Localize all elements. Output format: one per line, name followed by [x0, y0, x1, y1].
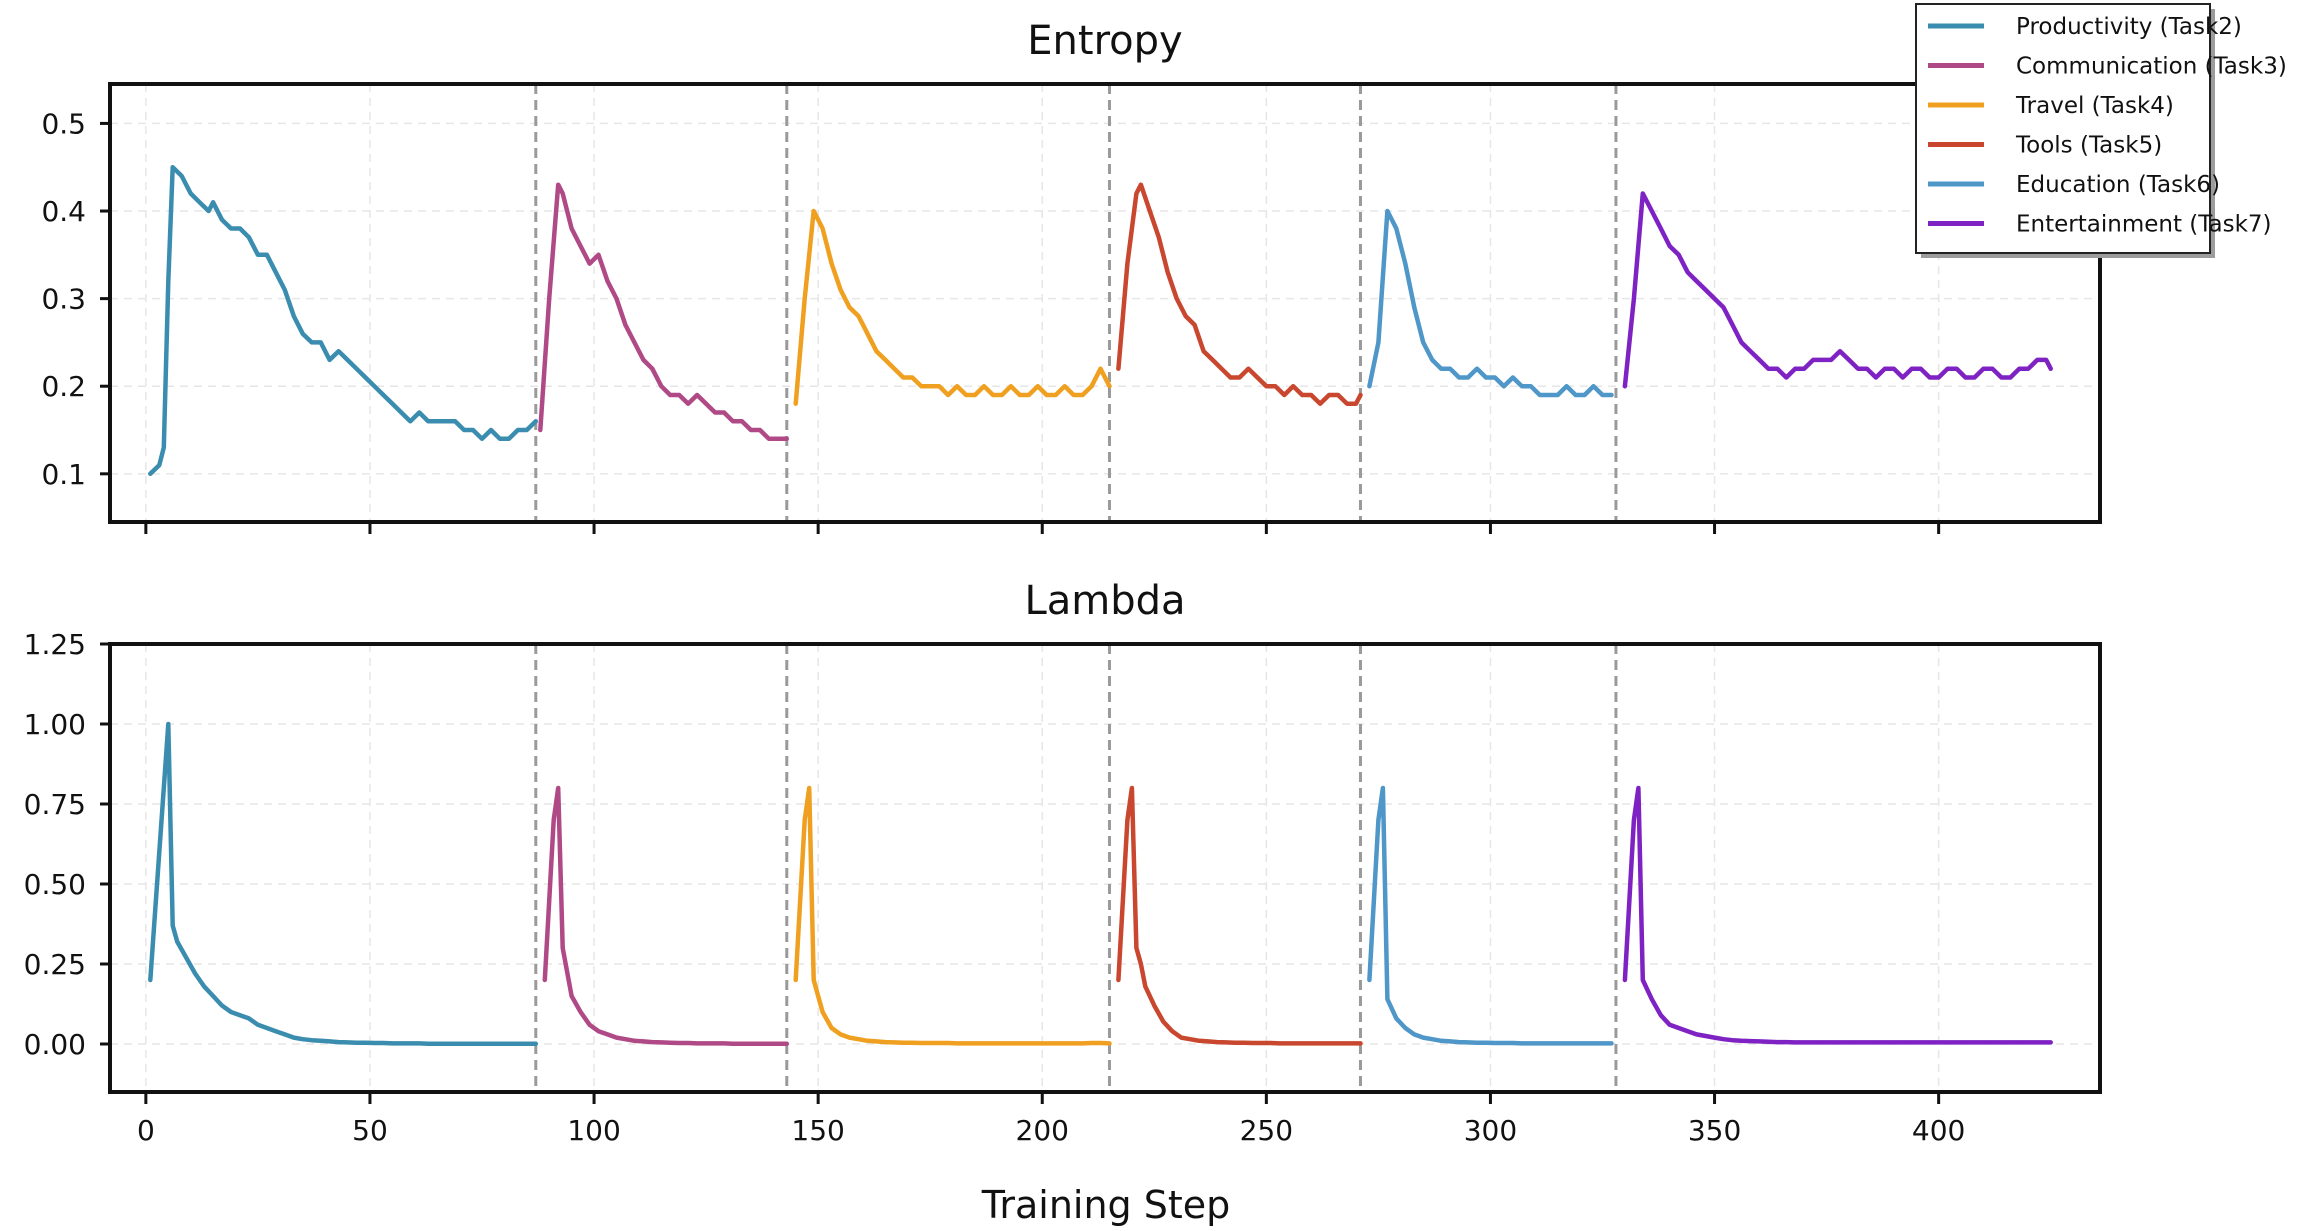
y-tick-label: 1.00	[24, 708, 86, 741]
chart-title: Lambda	[1024, 578, 1185, 624]
legend-label: Productivity (Task2)	[2016, 14, 2242, 40]
x-tick-label: 200	[1016, 1114, 1069, 1147]
y-tick-label: 0.25	[24, 948, 86, 981]
chart-title: Entropy	[1027, 18, 1182, 64]
series-line-education	[1367, 208, 1614, 398]
x-axis-label: Training Step	[981, 1183, 1231, 1227]
y-tick-label: 0.4	[41, 195, 86, 228]
y-tick-label: 0.5	[41, 107, 86, 140]
y-tick-label: 0.50	[24, 868, 86, 901]
series-line-tools	[1116, 182, 1363, 406]
legend-label: Tools (Task5)	[2015, 133, 2162, 159]
y-tick-label: 0.00	[24, 1028, 86, 1061]
series-line-tools	[1116, 785, 1363, 1046]
x-tick-label: 150	[791, 1114, 844, 1147]
legend-label: Education (Task6)	[2016, 172, 2220, 198]
y-tick-label: 0.2	[41, 370, 86, 403]
x-tick-label: 300	[1464, 1114, 1517, 1147]
series-line-communication	[542, 785, 790, 1046]
x-tick-label: 100	[567, 1114, 620, 1147]
x-tick-label: 400	[1912, 1114, 1965, 1147]
panel-lambda: Lambda 0.00 0.25 0.50 0.75 1.00 1.25 0 50 100 150 2…	[24, 578, 2102, 1147]
x-tick-label: 250	[1240, 1114, 1293, 1147]
plot-frame	[108, 642, 2102, 1094]
series-line-entertainment	[1622, 785, 2053, 1045]
legend-label: Entertainment (Task7)	[2016, 212, 2272, 238]
chart-panels: Entropy 0.1 0.2 0.3 0.4 0.5 Lambda 0.00 0.25 0.50…	[24, 18, 2102, 1147]
legend-label: Travel (Task4)	[2015, 93, 2174, 119]
legend-label: Communication (Task3)	[2016, 54, 2287, 80]
series-line-productivity	[148, 164, 539, 477]
series-line-entertainment	[1622, 191, 2053, 389]
y-tick-label: 0.3	[41, 283, 86, 316]
x-tick-label: 0	[137, 1114, 155, 1147]
x-tick-label: 350	[1688, 1114, 1741, 1147]
series-line-communication	[538, 182, 790, 442]
legend-box	[1915, 3, 2211, 254]
y-tick-label: 0.1	[41, 458, 86, 491]
x-tick-label: 50	[352, 1114, 388, 1147]
plot-frame	[108, 82, 2102, 524]
series-line-productivity	[148, 721, 539, 1046]
series-line-education	[1367, 785, 1614, 1046]
panel-entropy: Entropy 0.1 0.2 0.3 0.4 0.5	[41, 18, 2102, 534]
series-line-travel	[793, 785, 1112, 1046]
y-tick-label: 1.25	[24, 628, 86, 661]
legend: Productivity (Task2) Communication (Task3…	[1915, 3, 2287, 258]
series-line-travel	[793, 208, 1112, 406]
y-tick-label: 0.75	[24, 788, 86, 821]
